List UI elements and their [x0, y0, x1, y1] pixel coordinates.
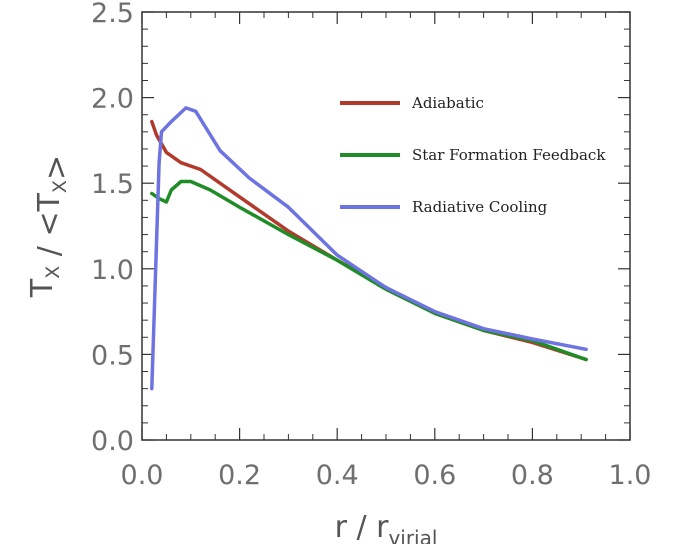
y-axis-title: TX / <TX>	[25, 155, 74, 298]
x-tick-label: 0.4	[316, 460, 359, 491]
legend-label-1: Adiabatic	[411, 94, 484, 112]
y-axis-title-group: TX / <TX>	[25, 155, 74, 298]
x-axis-title: r / rvirial	[335, 510, 438, 544]
y-tick-label: 1.5	[91, 169, 134, 200]
plot-frame	[141, 11, 631, 441]
legend-label-3: Radiative Cooling	[412, 198, 548, 216]
x-tick-label: 0.0	[121, 460, 164, 491]
x-tick-label: 1.0	[609, 460, 652, 491]
y-tick-label: 2.5	[91, 0, 134, 29]
x-tick-label: 0.8	[511, 460, 554, 491]
y-tick-label: 0.0	[91, 426, 134, 457]
y-tick-label: 0.5	[91, 340, 134, 371]
x-tick-label: 0.2	[218, 460, 261, 491]
y-tick-label: 1.0	[91, 255, 134, 286]
series-line-3	[150, 106, 588, 391]
x-tick-label: 0.6	[413, 460, 456, 491]
legend-label-2: Star Formation Feedback	[412, 146, 606, 164]
y-tick-label: 2.0	[91, 84, 134, 115]
